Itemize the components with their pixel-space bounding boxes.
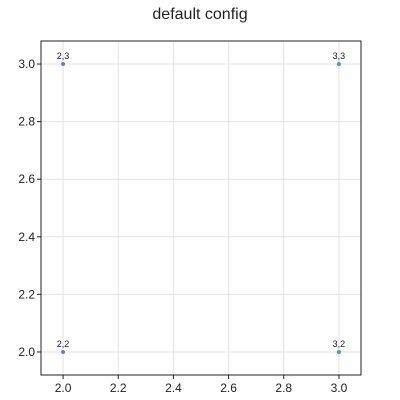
y-tick-label: 2.2	[18, 287, 35, 301]
data-point-label: 3,3	[333, 51, 346, 61]
grid	[41, 41, 361, 375]
plot-area-border	[40, 40, 362, 376]
x-tick-label: 2.4	[165, 381, 182, 395]
x-tick-label: 2.8	[275, 381, 292, 395]
axis-ticks: 2.0 2.2 2.4 2.6 2.8 3.0 2.0 2.2 2.4 2.6 2.8 3.0	[18, 57, 347, 395]
data-point-label: 2,2	[57, 339, 70, 349]
x-tick-label: 2.6	[220, 381, 237, 395]
data-point	[61, 349, 66, 354]
y-tick-label: 2.8	[18, 115, 35, 129]
data-point-label: 2,3	[57, 51, 70, 61]
data-point-label: 3,2	[333, 339, 346, 349]
x-tick-label: 2.2	[110, 381, 127, 395]
x-tick-label: 3.0	[331, 381, 348, 395]
data-point	[336, 62, 341, 67]
y-tick-label: 2.6	[18, 172, 35, 186]
data-point	[336, 349, 341, 354]
x-tick-label: 2.0	[55, 381, 72, 395]
y-tick-label: 2.4	[18, 230, 35, 244]
chart-title: default config	[152, 6, 248, 23]
data-point	[61, 62, 66, 67]
y-tick-label: 3.0	[18, 57, 35, 71]
data-points: 2,3 3,3 2,2 3,2	[57, 51, 345, 354]
y-tick-label: 2.0	[18, 345, 35, 359]
